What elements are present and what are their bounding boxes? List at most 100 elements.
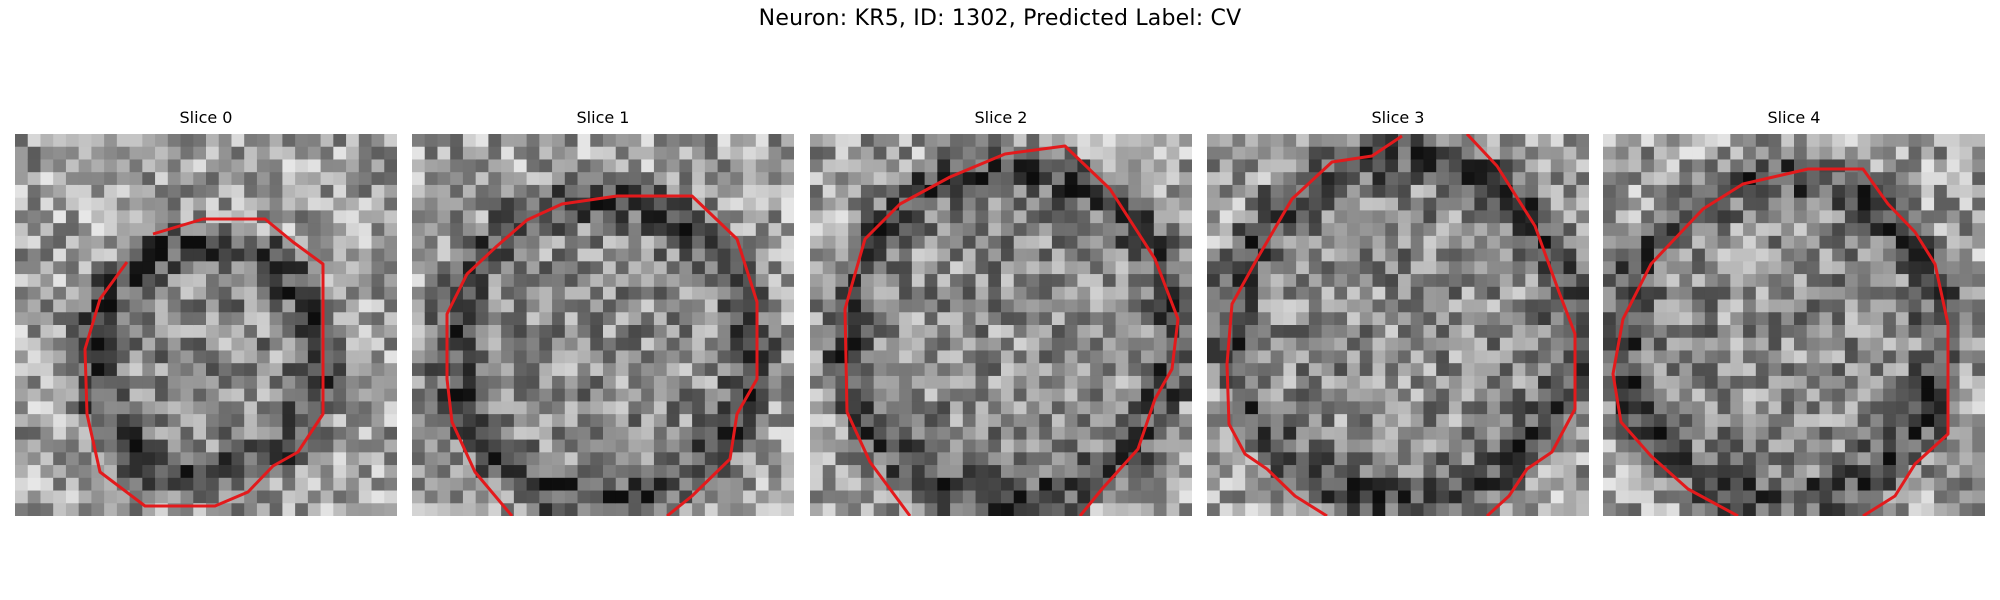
image-pixel [1959,146,1973,160]
image-pixel [1064,375,1078,390]
image-pixel [577,172,591,186]
image-pixel [269,426,283,440]
image-pixel [1385,490,1399,504]
image-pixel [1768,337,1782,351]
image-pixel [1166,503,1180,516]
image-pixel [1641,299,1655,313]
image-pixel [116,172,130,186]
image-pixel [781,388,794,402]
image-pixel [91,261,105,275]
image-pixel [1972,159,1985,173]
image-pixel [40,388,54,402]
image-pixel [412,146,426,160]
image-pixel [1372,184,1386,199]
image-pixel [437,350,451,364]
image-pixel [167,426,181,440]
image-pixel [526,184,540,199]
image-pixel [513,223,527,237]
image-pixel [1359,477,1373,491]
image-pixel [1768,503,1782,516]
image-pixel [1525,261,1539,275]
image-pixel [462,223,477,237]
image-pixel [1115,248,1129,262]
image-pixel [1207,274,1221,288]
image-pixel [1051,210,1066,224]
image-pixel [1870,223,1884,237]
image-pixel [65,235,80,249]
image-pixel [1603,261,1617,275]
image-pixel [1448,134,1463,148]
image-pixel [1448,388,1463,402]
image-pixel [218,159,232,173]
image-pixel [899,401,913,415]
image-pixel [526,490,540,504]
image-pixel [1895,350,1909,364]
image-pixel [1959,426,1973,440]
image-pixel [116,439,130,453]
image-pixel [104,388,118,402]
image-pixel [924,261,938,275]
image-pixel [1806,312,1820,326]
image-pixel [307,159,321,173]
image-pixel [755,299,769,313]
image-pixel [1857,197,1871,211]
image-pixel [564,172,578,186]
image-pixel [1372,337,1386,351]
image-pixel [1603,439,1617,453]
image-pixel [1563,375,1577,390]
image-pixel [1347,388,1361,402]
image-pixel [1704,146,1718,160]
image-pixel [1115,401,1129,415]
image-pixel [1487,401,1501,415]
image-pixel [1232,210,1246,224]
image-pixel [962,477,976,491]
image-pixel [475,401,489,415]
image-pixel [615,274,629,288]
image-pixel [1245,286,1259,300]
image-pixel [1921,312,1935,326]
image-pixel [1321,274,1335,288]
image-pixel [1550,414,1564,428]
image-pixel [104,248,118,262]
image-pixel [1423,197,1437,211]
image-pixel [1499,261,1513,275]
image-pixel [180,146,194,160]
image-pixel [1153,210,1167,224]
image-pixel [193,274,207,288]
image-pixel [743,452,757,466]
image-pixel [1499,146,1513,160]
image-pixel [1461,210,1475,224]
image-pixel [717,465,731,479]
image-pixel [768,261,782,275]
image-pixel [1666,184,1680,199]
image-pixel [1704,210,1718,224]
image-pixel [603,184,617,199]
image-pixel [924,477,938,491]
image-pixel [1704,452,1718,466]
image-pixel [475,235,489,249]
image-pixel [899,184,913,199]
image-pixel [295,325,309,339]
image-pixel [1398,414,1412,428]
image-pixel [717,337,731,351]
image-pixel [1844,235,1859,249]
image-pixel [1576,503,1589,516]
image-pixel [218,286,232,300]
image-pixel [924,299,938,313]
image-pixel [1153,146,1167,160]
image-pixel [1563,172,1577,186]
image-pixel [462,312,477,326]
image-pixel [848,375,862,390]
image-pixel [1972,299,1985,313]
image-pixel [1538,490,1552,504]
image-pixel [679,146,693,160]
image-pixel [437,490,451,504]
image-pixel [1141,134,1155,148]
image-pixel [206,490,220,504]
image-pixel [822,210,836,224]
image-pixel [475,172,489,186]
image-pixel [1730,439,1744,453]
image-pixel [1166,134,1180,148]
image-pixel [1692,375,1706,390]
image-pixel [1283,414,1297,428]
